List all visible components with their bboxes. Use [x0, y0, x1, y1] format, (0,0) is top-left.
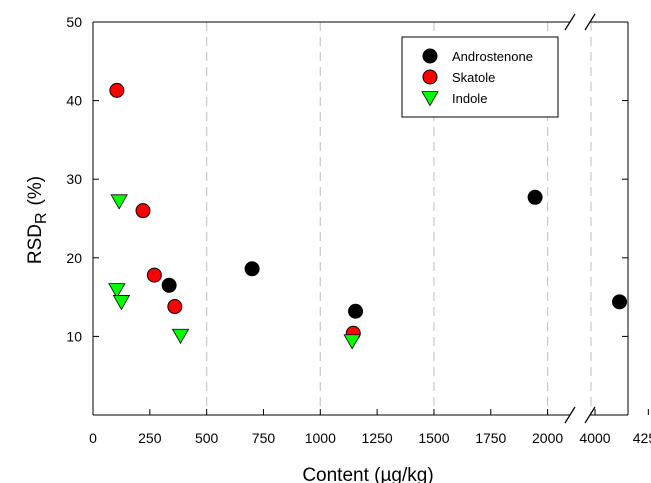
legend-label-indole: Indole — [452, 91, 487, 106]
axis-break-mark — [584, 406, 596, 424]
x-tick-label: 1750 — [475, 430, 506, 446]
legend-label-androstenone: Androstenone — [452, 49, 533, 64]
x-tick-label: 250 — [138, 430, 162, 446]
y-axis-title-sub: R — [33, 212, 50, 224]
axis-break-mark — [564, 406, 576, 424]
androstenone-point — [161, 277, 177, 293]
skatole-point — [109, 82, 125, 98]
legend-marker-skatole — [422, 69, 438, 85]
x-tick-label: 750 — [252, 430, 276, 446]
x-axis-title: Content (µg/kg) — [302, 465, 433, 483]
x-tick-label: 4250 — [633, 430, 651, 446]
androstenone-point — [244, 261, 260, 277]
indole-point — [171, 328, 190, 345]
y-tick-label: 50 — [66, 14, 82, 30]
x-tick-label: 1500 — [418, 430, 449, 446]
y-tick-label: 20 — [66, 250, 82, 266]
y-axis-title-unit: (%) — [25, 176, 46, 206]
x-tick-label: 0 — [89, 430, 97, 446]
y-tick-label: 30 — [66, 171, 82, 187]
y-axis-title: RSDR (%) — [25, 176, 50, 264]
indole-point — [110, 194, 128, 210]
axis-break-mark — [584, 13, 596, 31]
y-tick-label: 10 — [66, 328, 82, 344]
legend-marker-androstenone — [422, 48, 438, 64]
axes — [92, 13, 649, 424]
x-tick-label: 500 — [195, 430, 219, 446]
androstenone-point — [527, 189, 543, 205]
y-tick-label: 40 — [66, 93, 82, 109]
androstenone-point — [612, 294, 628, 310]
x-tick-label: 4000 — [579, 430, 610, 446]
skatole-point — [167, 299, 183, 315]
x-tick-label: 1250 — [362, 430, 393, 446]
skatole-point — [146, 267, 162, 283]
legend-marker-indole — [421, 91, 439, 107]
indole-point — [108, 283, 126, 299]
data-points — [108, 82, 628, 350]
x-tick-label: 2000 — [532, 430, 563, 446]
skatole-point — [135, 203, 151, 219]
axis-break-mark — [564, 13, 576, 31]
legend-label-skatole: Skatole — [452, 70, 495, 85]
x-tick-label: 1000 — [305, 430, 336, 446]
indole-point — [343, 334, 361, 350]
y-axis-title-main: RSD — [25, 224, 46, 264]
androstenone-point — [348, 303, 364, 319]
indole-point — [112, 295, 131, 311]
legend: Androstenone Skatole Indole — [401, 36, 559, 118]
